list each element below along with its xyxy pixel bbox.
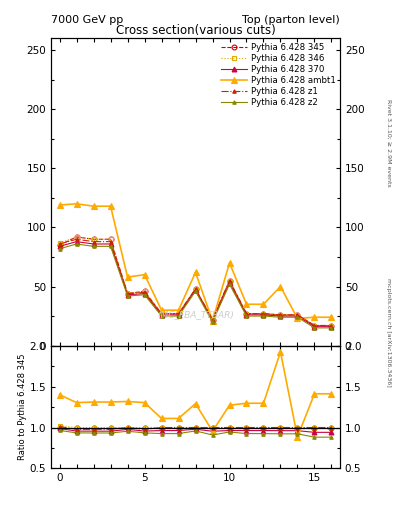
Text: Top (parton level): Top (parton level) (242, 14, 340, 25)
Text: Rivet 3.1.10; ≥ 2.9M events: Rivet 3.1.10; ≥ 2.9M events (386, 99, 391, 187)
Y-axis label: Ratio to Pythia 6.428 345: Ratio to Pythia 6.428 345 (18, 354, 27, 460)
Legend: Pythia 6.428 345, Pythia 6.428 346, Pythia 6.428 370, Pythia 6.428 ambt1, Pythia: Pythia 6.428 345, Pythia 6.428 346, Pyth… (220, 41, 337, 109)
Title: Cross section(various cuts): Cross section(various cuts) (116, 24, 275, 37)
Text: (MC_FBA_TTBAR): (MC_FBA_TTBAR) (157, 310, 234, 319)
Text: 7000 GeV pp: 7000 GeV pp (51, 14, 123, 25)
Text: mcplots.cern.ch [arXiv:1306.3436]: mcplots.cern.ch [arXiv:1306.3436] (386, 279, 391, 387)
